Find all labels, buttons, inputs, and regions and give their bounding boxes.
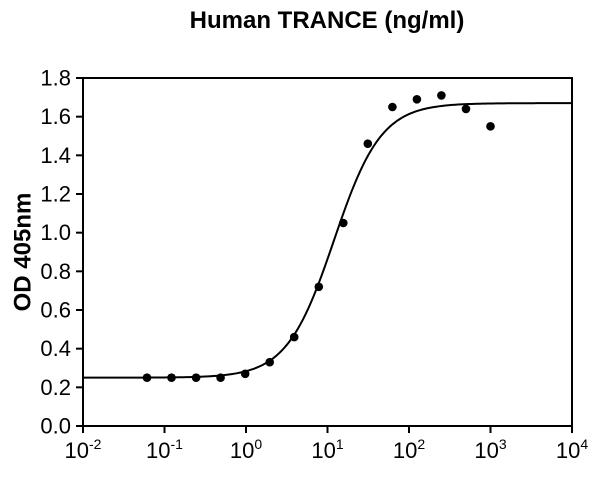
- y-tick-label: 0.2: [40, 375, 71, 400]
- y-tick-label: 0.8: [40, 259, 71, 284]
- plot-border: [82, 77, 573, 427]
- data-point: [388, 102, 397, 112]
- x-axis-tick-labels: 10-2 10-1 100 101 102 103 104: [65, 436, 589, 463]
- x-tick-label: 10-2: [65, 436, 102, 463]
- data-point: [191, 373, 201, 383]
- data-points: [142, 91, 495, 383]
- data-point: [289, 332, 299, 342]
- x-tick-label: 104: [556, 436, 588, 463]
- chart-title: Human TRANCE (ng/ml): [190, 7, 465, 34]
- y-tick-label: 1.8: [40, 66, 71, 91]
- y-tick-label: 1.6: [40, 104, 71, 129]
- fit-curve: [83, 102, 573, 379]
- fit-curve-path: [83, 102, 573, 379]
- y-axis-ticks: [76, 77, 83, 427]
- y-tick-label: 1.4: [40, 143, 71, 168]
- x-tick-label: 102: [393, 436, 425, 463]
- x-tick-label: 100: [230, 436, 262, 463]
- x-tick-label: 10-1: [146, 436, 183, 463]
- data-point: [167, 373, 176, 383]
- data-point: [265, 357, 275, 367]
- y-tick-label: 1.2: [40, 182, 71, 207]
- data-point: [437, 91, 446, 100]
- data-point: [412, 95, 422, 104]
- data-point: [216, 373, 225, 383]
- y-tick-label: 0.4: [40, 336, 71, 361]
- x-axis-ticks: [82, 426, 573, 433]
- data-point: [461, 104, 471, 114]
- data-point: [486, 122, 495, 131]
- data-point: [339, 218, 348, 228]
- y-tick-label: 0.0: [40, 414, 71, 439]
- y-tick-label: 1.0: [40, 220, 71, 245]
- x-tick-label: 103: [474, 436, 506, 463]
- y-tick-label: 0.6: [40, 298, 71, 323]
- data-point: [142, 373, 152, 383]
- y-axis-label: OD 405nm: [10, 193, 37, 312]
- data-point: [240, 369, 250, 379]
- data-point: [314, 282, 324, 292]
- data-point: [363, 139, 373, 148]
- y-axis-tick-labels: 0.0 0.2 0.4 0.6 0.8 1.0 1.2 1.4 1.6 1.8: [40, 66, 71, 439]
- x-tick-label: 101: [311, 436, 343, 463]
